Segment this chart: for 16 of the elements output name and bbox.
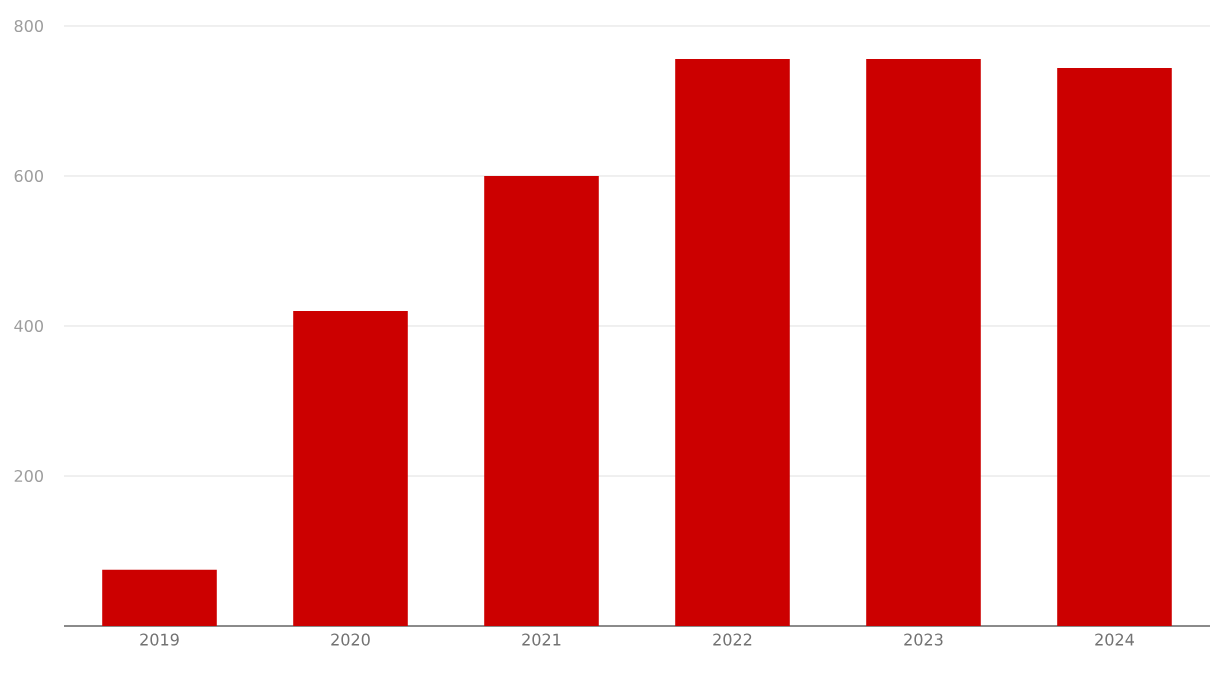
y-tick-label: 200 bbox=[14, 469, 43, 483]
x-tick-label: 2020 bbox=[331, 633, 370, 646]
x-tick-label: 2022 bbox=[713, 633, 752, 646]
bar bbox=[484, 176, 599, 626]
bar bbox=[675, 59, 790, 626]
bar bbox=[866, 59, 981, 626]
y-tick-label: 600 bbox=[14, 169, 43, 183]
x-tick-label: 2021 bbox=[522, 633, 561, 646]
x-tick-label: 2019 bbox=[140, 633, 179, 646]
x-tick-label: 2023 bbox=[904, 633, 943, 646]
y-tick-label: 400 bbox=[14, 319, 43, 333]
bar bbox=[293, 311, 408, 626]
x-tick-label: 2024 bbox=[1095, 633, 1134, 646]
y-tick-label: 800 bbox=[14, 19, 43, 33]
bar bbox=[102, 569, 217, 626]
bar bbox=[1057, 68, 1172, 626]
